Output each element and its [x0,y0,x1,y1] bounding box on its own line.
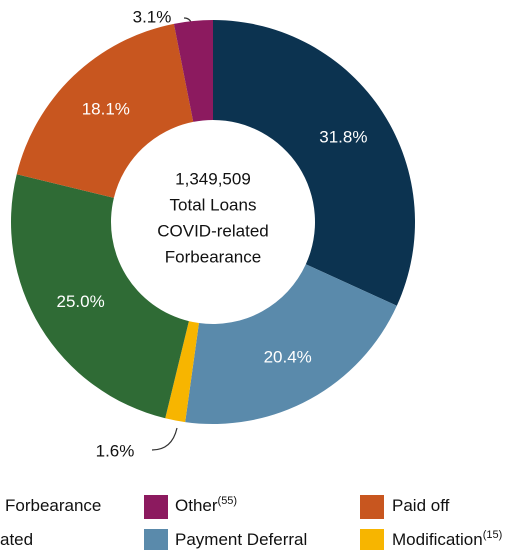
legend-text: ated [0,530,33,549]
data-label: 3.1% [133,7,172,26]
slice [10,174,189,419]
slice [213,20,416,306]
legend-swatch [360,529,384,550]
legend-label: Payment Deferral [175,530,307,549]
center-label: COVID-related [157,221,268,240]
legend-label: Paid off [392,496,450,515]
data-label: 20.4% [264,347,312,366]
legend-note: (15) [483,529,503,541]
center-label: 1,349,509 [175,169,251,188]
leader-line [151,427,178,451]
legend-text: Other [175,496,218,515]
slice [173,20,213,122]
legend-text: Modification [392,530,483,549]
center-label: Forbearance [165,247,261,266]
slice [165,321,199,423]
legend-swatch [144,529,168,550]
legend-label: ated [0,530,33,549]
data-label: 25.0% [56,292,104,311]
data-label: 1.6% [96,441,135,460]
legend-label: Modification(15) [392,529,502,550]
legend-text: Payment Deferral [175,530,307,549]
legend-label: Other(55) [175,495,237,516]
center-label: Total Loans [170,195,257,214]
legend-text: Forbearance [5,496,101,515]
legend-swatch [144,495,168,519]
legend-label: Forbearance [5,496,101,515]
data-label: 18.1% [82,99,130,118]
slice [16,23,194,198]
data-label: 31.8% [319,128,367,147]
slice [185,264,397,424]
legend-text: Paid off [392,496,450,515]
legend-note: (55) [218,495,238,507]
legend-swatch [360,495,384,519]
